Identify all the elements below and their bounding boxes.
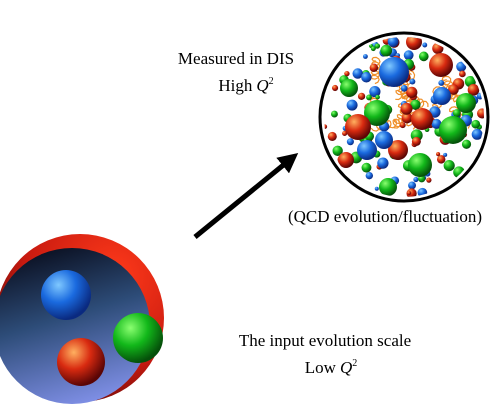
parton <box>439 116 467 144</box>
parton <box>377 158 388 169</box>
parton <box>422 43 427 48</box>
quark-green <box>113 313 163 363</box>
parton <box>361 72 371 82</box>
parton <box>358 93 365 100</box>
label-variable: Q <box>256 76 268 95</box>
parton <box>472 129 483 140</box>
parton <box>406 87 417 98</box>
parton <box>444 160 455 171</box>
parton <box>462 140 471 149</box>
parton <box>401 103 413 115</box>
parton <box>456 93 476 113</box>
parton <box>408 181 416 189</box>
label-text: High <box>218 76 253 95</box>
diagram: Measured in DIS HighQ2 (QCD evolution/fl… <box>0 0 504 405</box>
quark-blue <box>41 270 91 320</box>
parton <box>412 137 421 146</box>
parton <box>407 191 411 195</box>
parton <box>357 140 377 160</box>
bottom-label-line1: The input evolution scale <box>239 331 411 350</box>
parton <box>375 43 380 48</box>
evolution-arrow <box>195 158 292 237</box>
parton <box>366 172 373 179</box>
arrow-label: (QCD evolution/fluctuation) <box>288 207 482 226</box>
parton <box>400 122 406 128</box>
parton <box>375 131 393 149</box>
parton <box>459 71 466 78</box>
label-superscript: 2 <box>352 358 357 369</box>
label-text: Low <box>305 358 337 377</box>
parton <box>409 79 415 85</box>
parton <box>379 57 409 87</box>
parton <box>433 87 451 105</box>
parton <box>370 63 378 71</box>
parton <box>401 85 408 92</box>
parton <box>379 178 397 196</box>
parton <box>419 52 429 62</box>
parton <box>345 114 371 140</box>
parton <box>332 85 338 91</box>
parton <box>344 71 349 76</box>
parton <box>347 138 354 145</box>
top-label-line1: Measured in DIS <box>178 49 294 68</box>
parton <box>331 111 338 118</box>
parton <box>429 53 453 77</box>
parton <box>413 177 418 182</box>
parton <box>363 54 368 59</box>
parton <box>375 95 380 100</box>
parton <box>436 152 440 156</box>
parton <box>362 163 372 173</box>
parton <box>438 80 444 86</box>
parton <box>411 108 433 130</box>
parton <box>366 95 372 101</box>
label-variable: Q <box>340 358 352 377</box>
quark-red <box>57 338 105 386</box>
parton <box>437 155 445 163</box>
parton <box>340 79 358 97</box>
parton <box>426 178 431 183</box>
parton <box>328 132 337 141</box>
label-superscript: 2 <box>269 76 274 87</box>
parton <box>347 100 358 111</box>
parton <box>408 153 432 177</box>
parton <box>375 187 379 191</box>
parton <box>471 120 480 129</box>
parton <box>404 50 414 60</box>
parton <box>380 45 392 57</box>
